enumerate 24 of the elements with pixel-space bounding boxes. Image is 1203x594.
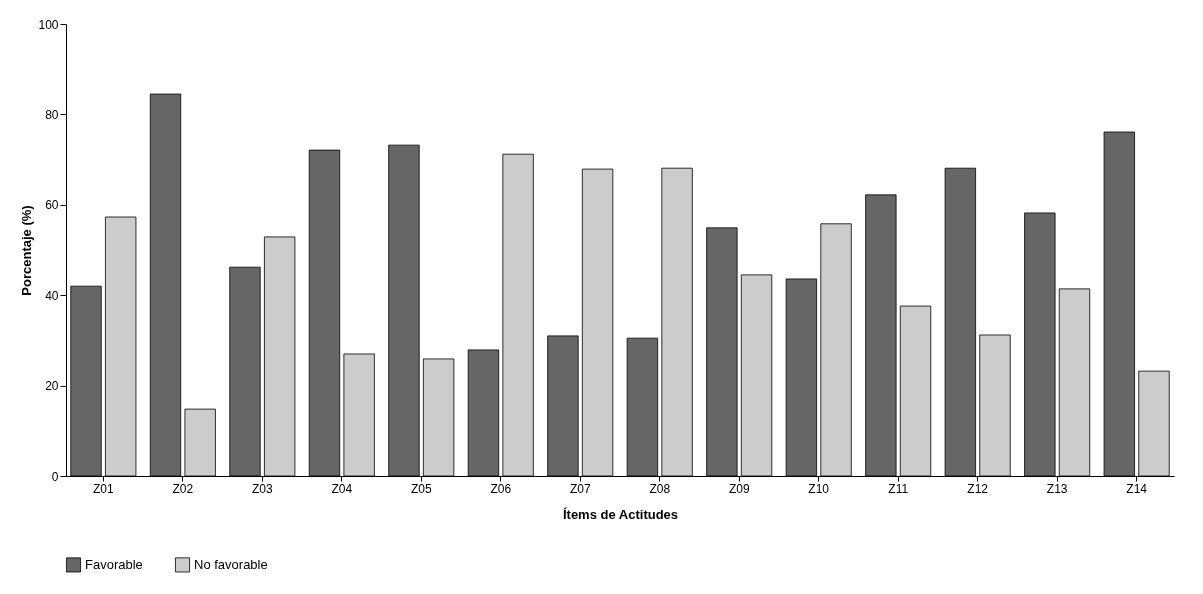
x-tick-label: Z08	[649, 481, 671, 496]
x-tick-label: Z14	[1126, 481, 1148, 496]
legend-label: Favorable	[85, 556, 143, 572]
x-tick-label: Z11	[888, 481, 909, 496]
x-tick-label: Z10	[808, 481, 830, 496]
x-tick-label: Z13	[1046, 481, 1068, 496]
x-tick-label: Z06	[490, 481, 512, 496]
x-tick-label: Z03	[251, 481, 273, 496]
x-tick-label: Z01	[93, 481, 115, 496]
y-tick-label: 40	[45, 288, 59, 303]
x-tick-label: Z02	[172, 481, 194, 496]
y-tick-label: 0	[51, 469, 59, 484]
x-tick-label: Z12	[967, 481, 989, 496]
legend-label: No favorable	[194, 556, 268, 572]
x-axis-title: Ítems de Actitudes	[562, 506, 679, 522]
y-tick-label: 100	[38, 17, 59, 32]
y-tick-label: 60	[45, 198, 59, 213]
x-tick-label: Z05	[410, 481, 432, 496]
y-axis-title: Porcentaje (%)	[19, 205, 35, 296]
x-tick-label: Z04	[331, 481, 353, 496]
x-tick-label: Z07	[569, 481, 591, 496]
y-tick-label: 20	[45, 379, 59, 394]
y-tick-label: 80	[45, 107, 59, 122]
x-tick-label: Z09	[728, 481, 750, 496]
